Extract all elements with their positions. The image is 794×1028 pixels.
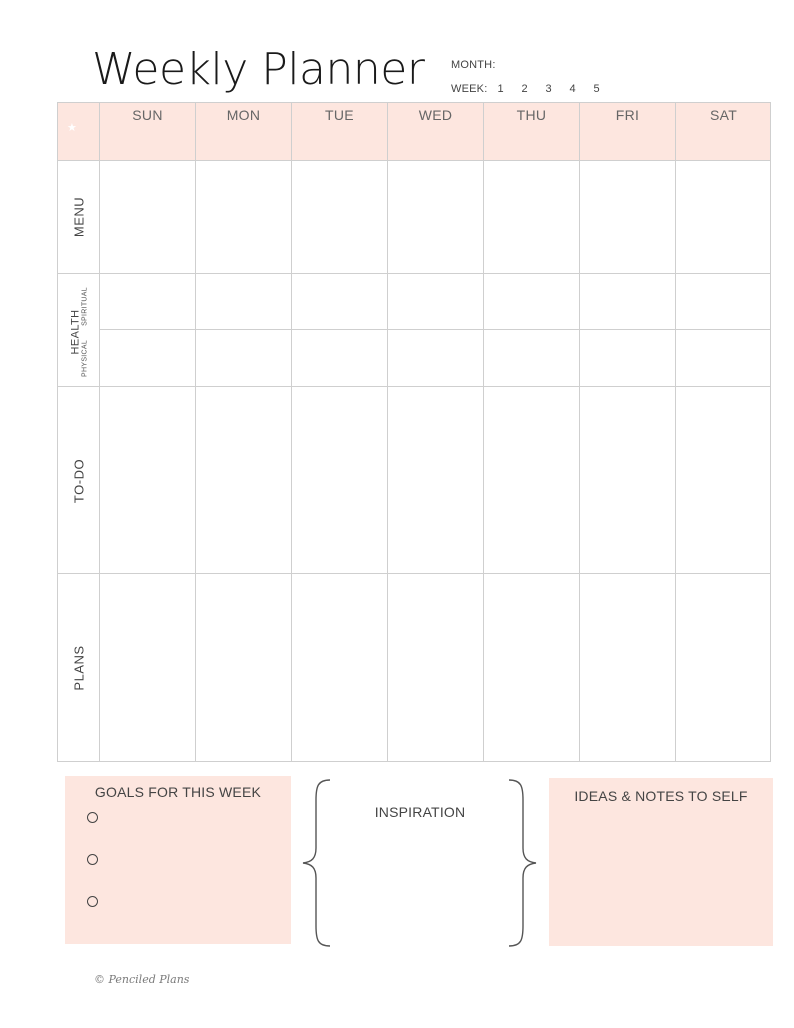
weekly-grid: ★ SUN MON TUE WED THU FRI SAT MENU HEALT… [57,102,771,762]
week-number-5[interactable]: 5 [593,83,600,95]
grid-divider [100,329,770,330]
week-number-3[interactable]: 3 [545,83,552,95]
copyright-footer: © Penciled Plans [94,973,190,986]
goals-title: GOALS FOR THIS WEEK [94,784,262,800]
week-label: WEEK: [451,83,488,95]
row-label-health-sub: PHYSICAL SPIRITUAL [82,287,89,377]
grid-divider [58,160,770,161]
row-label-spiritual: SPIRITUAL [81,287,89,326]
circle-bullet-icon[interactable] [87,812,98,823]
row-label-menu: MENU [71,196,87,238]
row-label-health: HEALTH PHYSICAL SPIRITUAL [70,287,89,377]
page-title: Weekly Planner [92,44,425,95]
row-label-plans: PLANS [71,645,87,691]
day-header-band [58,103,770,160]
circle-bullet-icon[interactable] [87,854,98,865]
grid-divider [579,103,580,761]
row-label-health-main: HEALTH [69,309,82,355]
grid-divider [291,103,292,761]
day-header-mon: MON [226,107,261,123]
ideas-box: IDEAS & NOTES TO SELF [549,778,773,946]
week-number-1[interactable]: 1 [497,83,504,95]
ideas-title: IDEAS & NOTES TO SELF [574,788,748,804]
star-icon: ★ [67,122,77,134]
grid-divider [195,103,196,761]
row-label-todo: TO-DO [71,458,87,504]
day-header-tue: TUE [325,107,354,123]
day-header-sat: SAT [709,107,738,123]
day-header-fri: FRI [615,107,640,123]
grid-divider [58,386,770,387]
circle-bullet-icon[interactable] [87,896,98,907]
row-label-physical: PHYSICAL [81,339,89,377]
grid-divider [58,273,770,274]
right-brace-icon [508,779,537,947]
week-number-4[interactable]: 4 [569,83,576,95]
week-selector: WEEK: 1 2 3 4 5 [451,83,617,95]
inspiration-title: INSPIRATION [374,804,466,820]
grid-divider [58,573,770,574]
day-header-sun: SUN [132,107,163,123]
week-number-2[interactable]: 2 [521,83,528,95]
day-header-thu: THU [516,107,547,123]
grid-divider [99,103,100,761]
month-label: MONTH: [451,59,496,71]
goals-box: GOALS FOR THIS WEEK [65,776,291,944]
left-brace-icon [302,779,331,947]
day-header-wed: WED [418,107,453,123]
grid-divider [387,103,388,761]
grid-divider [675,103,676,761]
grid-divider [483,103,484,761]
